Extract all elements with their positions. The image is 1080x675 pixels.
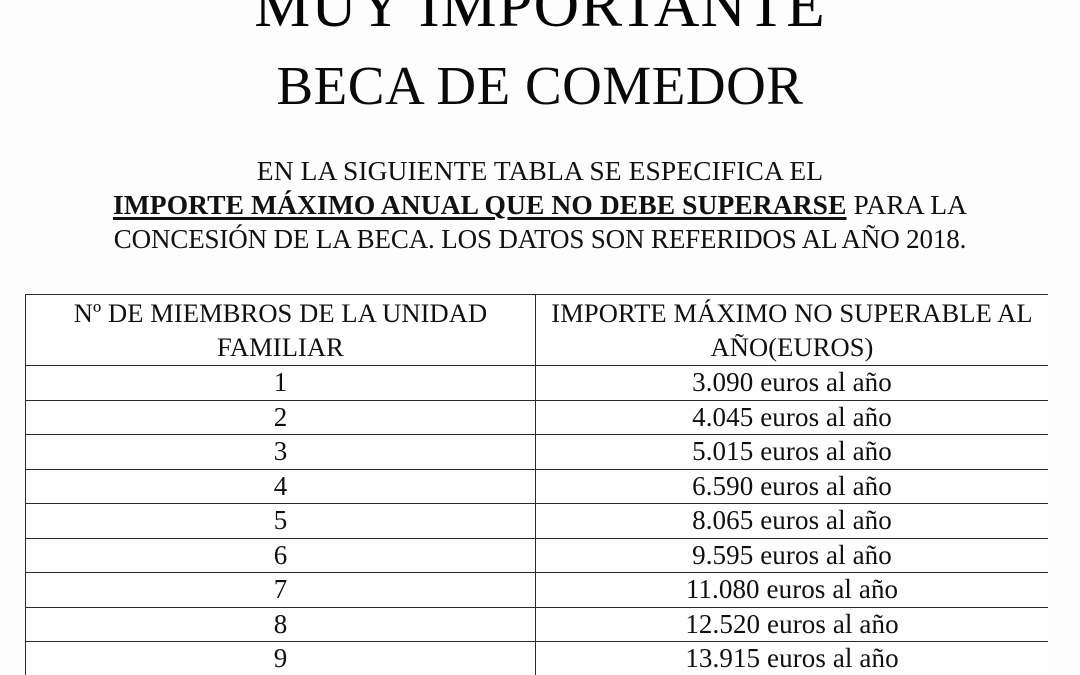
cell-members: 4 (25, 468, 536, 504)
title-clip-region: MUY IMPORTANTE (0, 0, 1080, 40)
table-row: 5 8.065 euros al año (25, 503, 1048, 539)
cell-amount: 6.590 euros al año (535, 468, 1048, 504)
table-header-row: Nº DE MIEMBROS DE LA UNIDAD FAMILIAR IMP… (25, 294, 1048, 366)
table-row: 6 9.595 euros al año (25, 537, 1048, 573)
page-title-main: MUY IMPORTANTE (254, 0, 826, 40)
cell-members: 6 (25, 537, 536, 573)
intro-line-3: CONCESIÓN DE LA BECA. LOS DATOS SON REFE… (113, 224, 967, 254)
cell-members: 8 (25, 606, 536, 642)
column-header-amount: IMPORTE MÁXIMO NO SUPERABLE AL AÑO(EUROS… (535, 294, 1048, 366)
cell-members: 7 (25, 572, 536, 608)
table-row: 3 5.015 euros al año (25, 434, 1048, 470)
table-row: 9 13.915 euros al año (25, 641, 1048, 675)
cell-amount: 4.045 euros al año (535, 399, 1048, 435)
cell-amount: 8.065 euros al año (535, 503, 1048, 539)
cell-members: 5 (25, 503, 536, 539)
table-head: Nº DE MIEMBROS DE LA UNIDAD FAMILIAR IMP… (25, 294, 1048, 366)
page-title-sub: BECA DE COMEDOR (276, 55, 804, 116)
cell-members: 3 (25, 434, 536, 470)
table-row: 1 3.090 euros al año (25, 365, 1048, 401)
intro-paragraph: EN LA SIGUIENTE TABLA SE ESPECIFICA EL I… (18, 154, 1062, 256)
table-row: 7 11.080 euros al año (25, 572, 1048, 608)
beca-table: Nº DE MIEMBROS DE LA UNIDAD FAMILIAR IMP… (25, 294, 1048, 675)
cell-amount: 3.090 euros al año (535, 365, 1048, 401)
table-row: 2 4.045 euros al año (25, 399, 1048, 435)
cell-amount: 5.015 euros al año (535, 434, 1048, 470)
cell-members: 9 (25, 641, 536, 675)
table-row: 4 6.590 euros al año (25, 468, 1048, 504)
intro-line-1: EN LA SIGUIENTE TABLA SE ESPECIFICA EL (256, 155, 824, 186)
cell-amount: 12.520 euros al año (535, 606, 1048, 642)
intro-line-2: IMPORTE MÁXIMO ANUAL QUE NO DEBE SUPERAR… (18, 188, 1062, 222)
cell-amount: 11.080 euros al año (535, 572, 1048, 608)
intro-line-2-tail: PARA LA (846, 189, 968, 220)
table-container: Nº DE MIEMBROS DE LA UNIDAD FAMILIAR IMP… (25, 294, 1048, 675)
intro-emphasis: IMPORTE MÁXIMO ANUAL QUE NO DEBE SUPERAR… (112, 189, 847, 220)
cell-members: 1 (25, 365, 536, 401)
column-header-members: Nº DE MIEMBROS DE LA UNIDAD FAMILIAR (25, 294, 536, 366)
table-body: 1 3.090 euros al año 2 4.045 euros al año 3 5… (25, 365, 1048, 675)
cell-members: 2 (25, 399, 536, 435)
table-row: 8 12.520 euros al año (25, 606, 1048, 642)
cell-amount: 9.595 euros al año (535, 537, 1048, 573)
cell-amount: 13.915 euros al año (535, 641, 1048, 675)
